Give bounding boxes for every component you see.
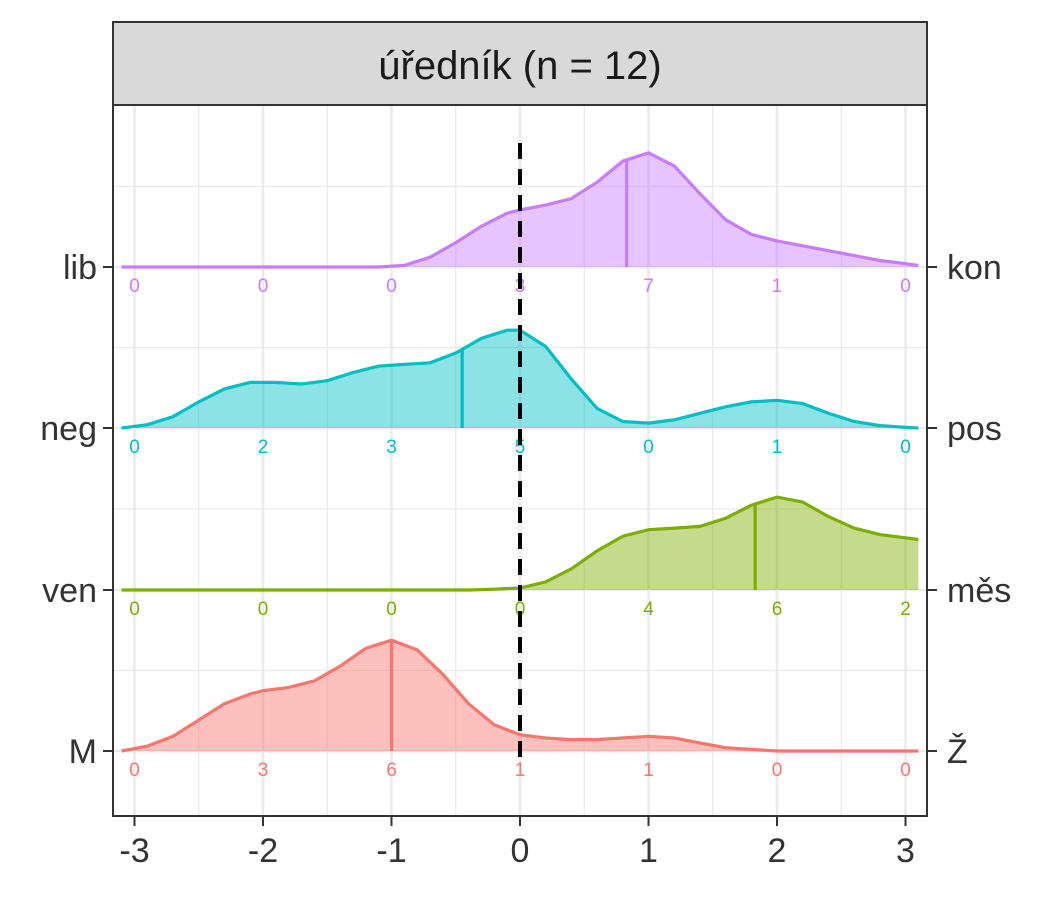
ridge-ven: 0 0 0 0 4 6 2 <box>121 495 919 620</box>
count-label: 0 <box>900 437 911 458</box>
strip-background <box>112 21 928 106</box>
count-label: 0 <box>386 599 397 620</box>
count-label: 0 <box>129 276 140 297</box>
y-tick-label-right: měs <box>947 572 1011 610</box>
count-label: 4 <box>643 599 654 620</box>
density-line-M <box>121 638 919 753</box>
y-tick-label-left: lib <box>63 249 97 287</box>
count-label: 0 <box>258 276 269 297</box>
y-tick-label-left: M <box>69 733 97 771</box>
count-label: 0 <box>900 276 911 297</box>
count-label: 3 <box>386 437 397 458</box>
count-label: 3 <box>258 760 269 781</box>
count-label: 7 <box>643 276 654 297</box>
count-label: 1 <box>772 276 783 297</box>
count-label: 0 <box>258 599 269 620</box>
density-area-M <box>121 640 919 751</box>
x-tick-label: -3 <box>119 832 149 870</box>
y-tick-label-right: pos <box>947 410 1002 448</box>
count-label: 0 <box>129 599 140 620</box>
density-line-lib <box>121 151 919 269</box>
count-label: 1 <box>515 760 526 781</box>
count-label: 6 <box>772 599 783 620</box>
y-tick-label-right: kon <box>947 249 1002 287</box>
x-tick-label: 3 <box>896 832 915 870</box>
count-label: 6 <box>386 760 397 781</box>
x-tick-label: -2 <box>248 832 278 870</box>
y-tick-label-left: ven <box>42 572 97 610</box>
count-label: 0 <box>772 760 783 781</box>
density-line-ven <box>121 495 919 592</box>
count-label: 0 <box>129 760 140 781</box>
count-label: 1 <box>643 760 654 781</box>
chart-title: úředník (n = 12) <box>378 44 662 88</box>
count-label: 2 <box>900 599 911 620</box>
x-tick-label: 2 <box>768 832 787 870</box>
y-tick-label-right: Ž <box>947 733 968 771</box>
x-tick-label: -1 <box>376 832 406 870</box>
count-label: 0 <box>129 437 140 458</box>
x-tick-label: 1 <box>639 832 658 870</box>
y-tick-label-left: neg <box>40 410 97 448</box>
count-label: 0 <box>515 599 526 620</box>
count-label: 1 <box>772 437 783 458</box>
count-label: 5 <box>515 437 526 458</box>
x-tick-label: 0 <box>511 832 530 870</box>
ridge-M: 0 3 6 1 1 0 0 <box>121 638 919 781</box>
count-label: 0 <box>643 437 654 458</box>
count-label: 2 <box>258 437 269 458</box>
count-label: 0 <box>386 276 397 297</box>
count-label: 0 <box>900 760 911 781</box>
